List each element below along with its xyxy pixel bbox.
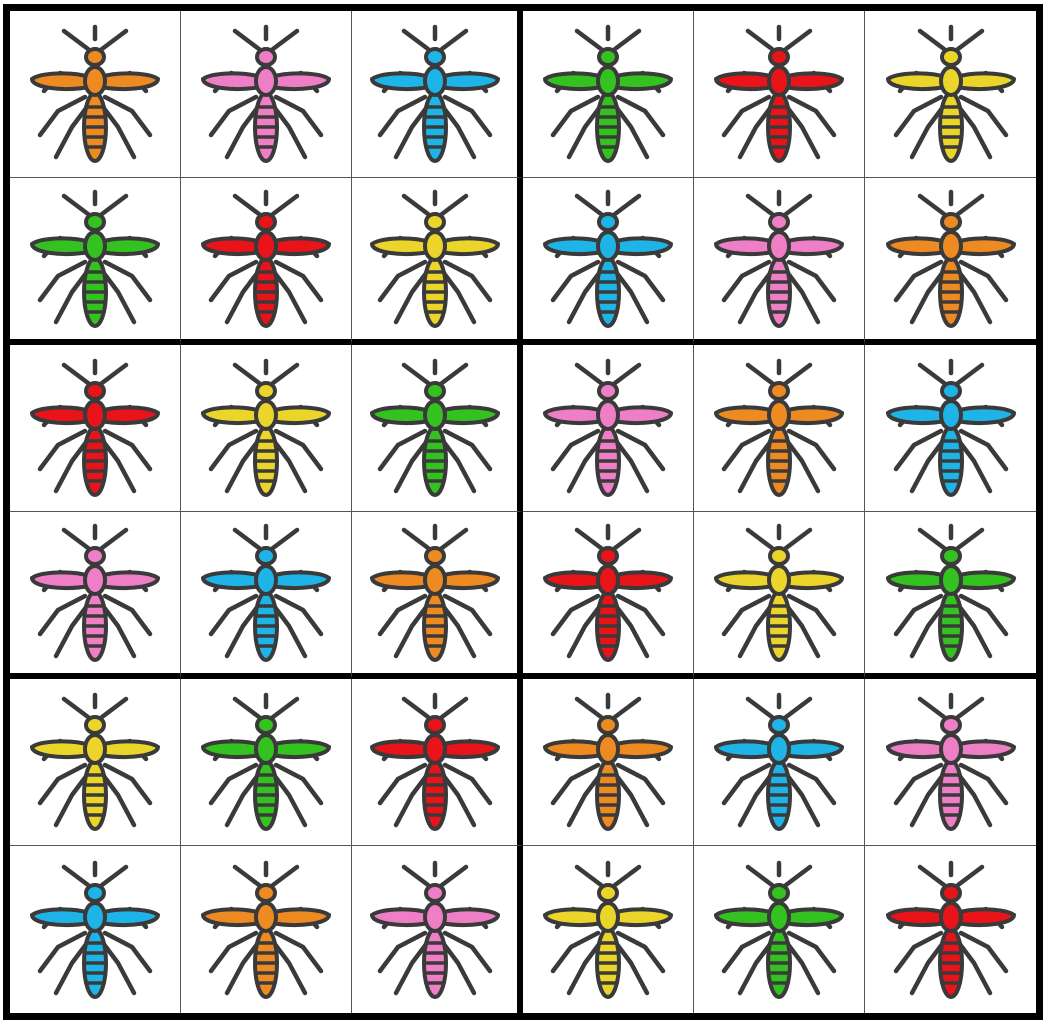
mosquito-orange-icon bbox=[542, 692, 674, 831]
mosquito-pink-icon bbox=[369, 860, 500, 999]
grid-cell-r1-c6[interactable] bbox=[865, 11, 1036, 178]
mosquito-red-icon bbox=[369, 692, 500, 831]
mosquito-blue-icon bbox=[713, 692, 845, 831]
grid-cell-r2-c2[interactable] bbox=[181, 178, 352, 345]
grid-cell-r3-c6[interactable] bbox=[865, 345, 1036, 512]
mosquito-red-icon bbox=[542, 523, 674, 662]
mosquito-green-icon bbox=[542, 24, 674, 163]
mosquito-blue-icon bbox=[369, 24, 500, 163]
mosquito-green-icon bbox=[200, 692, 332, 831]
grid-cell-r2-c4[interactable] bbox=[523, 178, 694, 345]
grid-cell-r5-c5[interactable] bbox=[694, 679, 865, 846]
grid-cell-r5-c4[interactable] bbox=[523, 679, 694, 846]
mosquito-pink-icon bbox=[200, 24, 332, 163]
grid-cell-r5-c1[interactable] bbox=[10, 679, 181, 846]
grid-cell-r5-c6[interactable] bbox=[865, 679, 1036, 846]
mosquito-yellow-icon bbox=[369, 189, 500, 328]
mosquito-orange-icon bbox=[885, 189, 1016, 328]
grid-cell-r5-c2[interactable] bbox=[181, 679, 352, 846]
mosquito-green-icon bbox=[885, 523, 1016, 662]
grid-cell-r4-c4[interactable] bbox=[523, 512, 694, 679]
grid-cell-r1-c3[interactable] bbox=[352, 11, 523, 178]
grid-cell-r4-c5[interactable] bbox=[694, 512, 865, 679]
grid-cell-r4-c3[interactable] bbox=[352, 512, 523, 679]
mosquito-blue-icon bbox=[542, 189, 674, 328]
mosquito-yellow-icon bbox=[885, 24, 1016, 163]
mosquito-blue-icon bbox=[885, 358, 1016, 497]
mosquito-yellow-icon bbox=[29, 692, 161, 831]
grid-cell-r6-c3[interactable] bbox=[352, 846, 523, 1013]
mosquito-yellow-icon bbox=[542, 860, 674, 999]
grid-cell-r3-c3[interactable] bbox=[352, 345, 523, 512]
grid-cell-r4-c1[interactable] bbox=[10, 512, 181, 679]
mosquito-orange-icon bbox=[200, 860, 332, 999]
mosquito-orange-icon bbox=[369, 523, 500, 662]
grid-cell-r3-c5[interactable] bbox=[694, 345, 865, 512]
mosquito-yellow-icon bbox=[200, 358, 332, 497]
mosquito-red-icon bbox=[713, 24, 845, 163]
grid-cell-r1-c1[interactable] bbox=[10, 11, 181, 178]
grid-cell-r1-c5[interactable] bbox=[694, 11, 865, 178]
mosquito-red-icon bbox=[200, 189, 332, 328]
grid-cell-r2-c3[interactable] bbox=[352, 178, 523, 345]
grid-cell-r1-c2[interactable] bbox=[181, 11, 352, 178]
sudoku-grid bbox=[10, 11, 1036, 1013]
grid-cell-r3-c2[interactable] bbox=[181, 345, 352, 512]
grid-cell-r6-c4[interactable] bbox=[523, 846, 694, 1013]
grid-cell-r6-c6[interactable] bbox=[865, 846, 1036, 1013]
grid-cell-r6-c5[interactable] bbox=[694, 846, 865, 1013]
grid-cell-r4-c2[interactable] bbox=[181, 512, 352, 679]
mosquito-green-icon bbox=[713, 860, 845, 999]
mosquito-pink-icon bbox=[29, 523, 161, 662]
mosquito-red-icon bbox=[29, 358, 161, 497]
mosquito-blue-icon bbox=[200, 523, 332, 662]
grid-cell-r3-c4[interactable] bbox=[523, 345, 694, 512]
sudoku-board bbox=[3, 4, 1043, 1020]
mosquito-red-icon bbox=[885, 860, 1016, 999]
mosquito-orange-icon bbox=[29, 24, 161, 163]
grid-cell-r6-c1[interactable] bbox=[10, 846, 181, 1013]
mosquito-pink-icon bbox=[885, 692, 1016, 831]
mosquito-green-icon bbox=[29, 189, 161, 328]
mosquito-pink-icon bbox=[542, 358, 674, 497]
grid-cell-r5-c3[interactable] bbox=[352, 679, 523, 846]
grid-cell-r1-c4[interactable] bbox=[523, 11, 694, 178]
grid-cell-r2-c5[interactable] bbox=[694, 178, 865, 345]
grid-cell-r3-c1[interactable] bbox=[10, 345, 181, 512]
grid-cell-r2-c6[interactable] bbox=[865, 178, 1036, 345]
grid-cell-r4-c6[interactable] bbox=[865, 512, 1036, 679]
mosquito-blue-icon bbox=[29, 860, 161, 999]
mosquito-yellow-icon bbox=[713, 523, 845, 662]
mosquito-orange-icon bbox=[713, 358, 845, 497]
grid-cell-r6-c2[interactable] bbox=[181, 846, 352, 1013]
grid-cell-r2-c1[interactable] bbox=[10, 178, 181, 345]
mosquito-pink-icon bbox=[713, 189, 845, 328]
mosquito-green-icon bbox=[369, 358, 500, 497]
